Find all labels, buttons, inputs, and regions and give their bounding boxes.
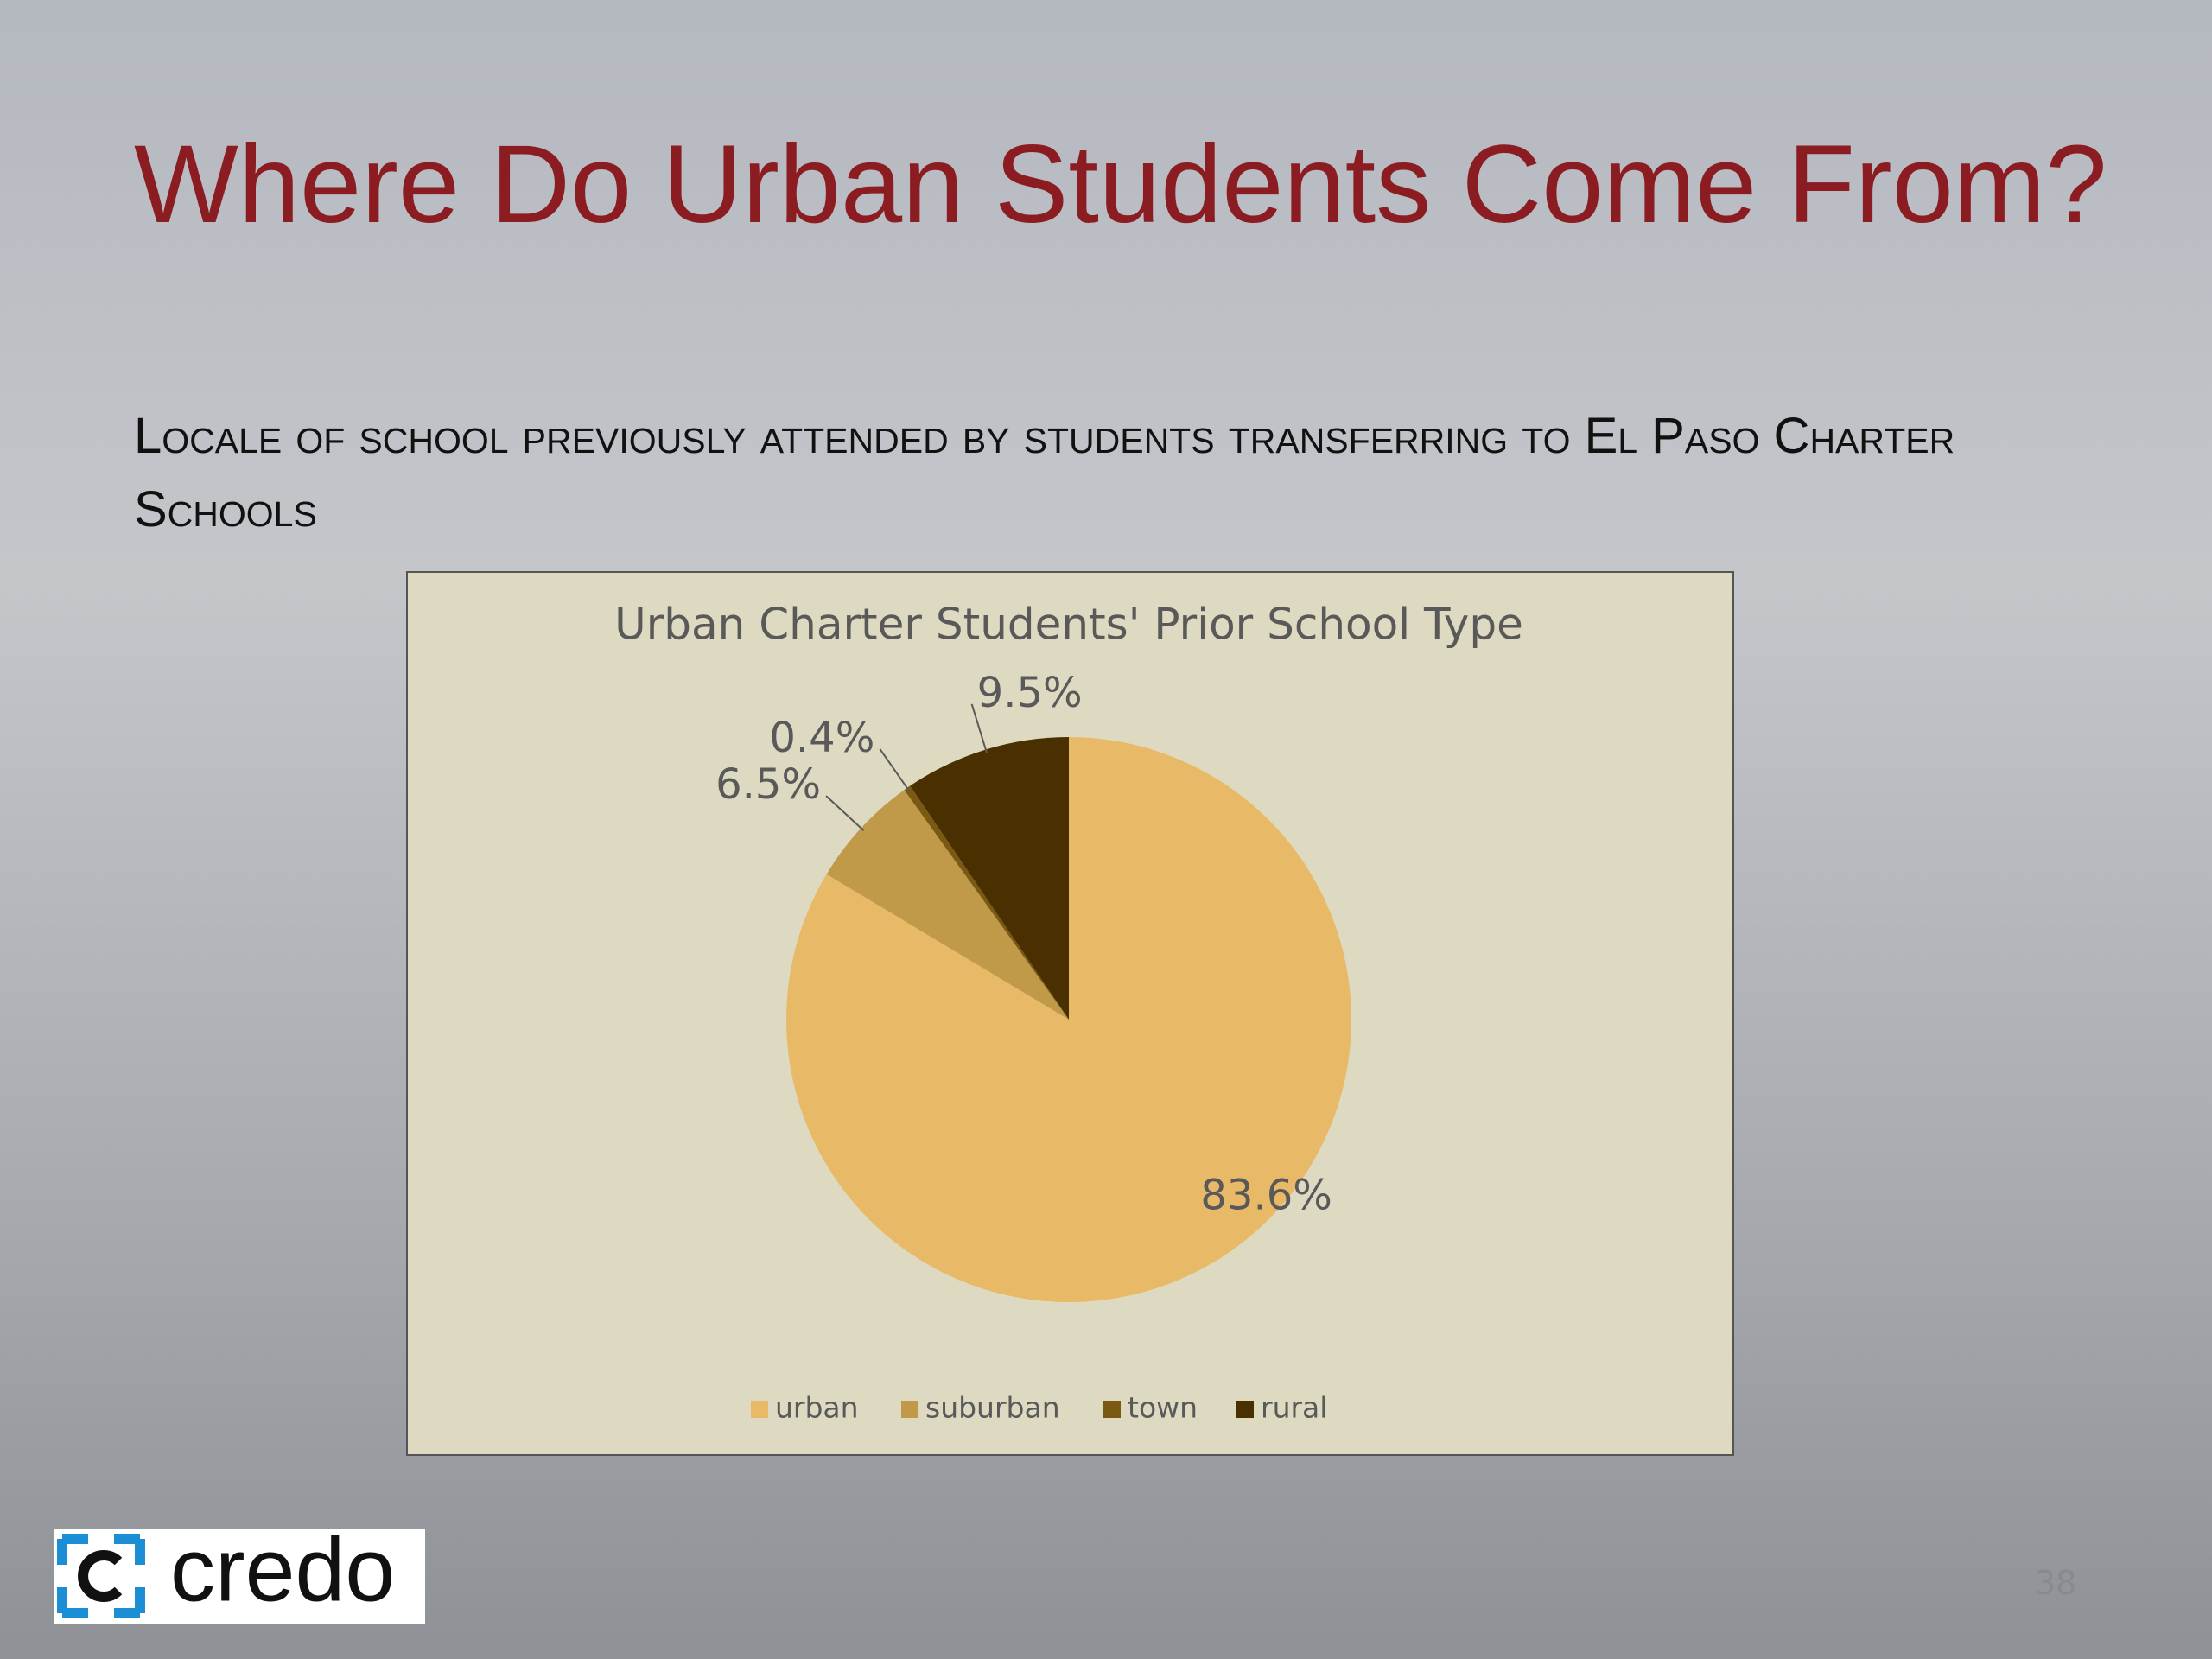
chart: Urban Charter Students' Prior School Typ… <box>406 571 1734 1456</box>
logo-graphic: credo <box>57 1520 395 1620</box>
page-number: 38 <box>2035 1564 2077 1602</box>
legend-swatch <box>1103 1401 1121 1418</box>
leader-line <box>970 703 988 753</box>
legend-label: rural <box>1261 1391 1327 1425</box>
leader-line <box>879 748 910 791</box>
legend-label: town <box>1128 1391 1198 1425</box>
slide-title: Where Do Urban Students Come From? <box>134 123 2107 246</box>
legend-label: urban <box>775 1391 859 1425</box>
leader-line <box>825 795 865 831</box>
chart-title: Urban Charter Students' Prior School Typ… <box>614 600 1523 650</box>
pie-slice <box>826 790 1069 1020</box>
data-label: 6.5% <box>715 760 821 809</box>
data-label: 9.5% <box>977 669 1083 717</box>
legend-swatch <box>1236 1401 1254 1418</box>
logo-c <box>78 1550 123 1602</box>
pie-slice <box>904 785 1069 1020</box>
slide-subtitle: Locale of school previously attended by … <box>134 408 1955 537</box>
legend-swatch <box>751 1401 768 1418</box>
pie-slice <box>910 737 1069 1020</box>
logo: credo <box>54 1520 425 1624</box>
data-label: 0.4% <box>769 714 874 762</box>
data-label: 83.6% <box>1200 1172 1332 1220</box>
legend-label: suburban <box>925 1391 1060 1425</box>
logo-text: credo <box>170 1529 395 1620</box>
logo-bracket <box>57 1534 145 1618</box>
legend-swatch <box>901 1401 918 1418</box>
